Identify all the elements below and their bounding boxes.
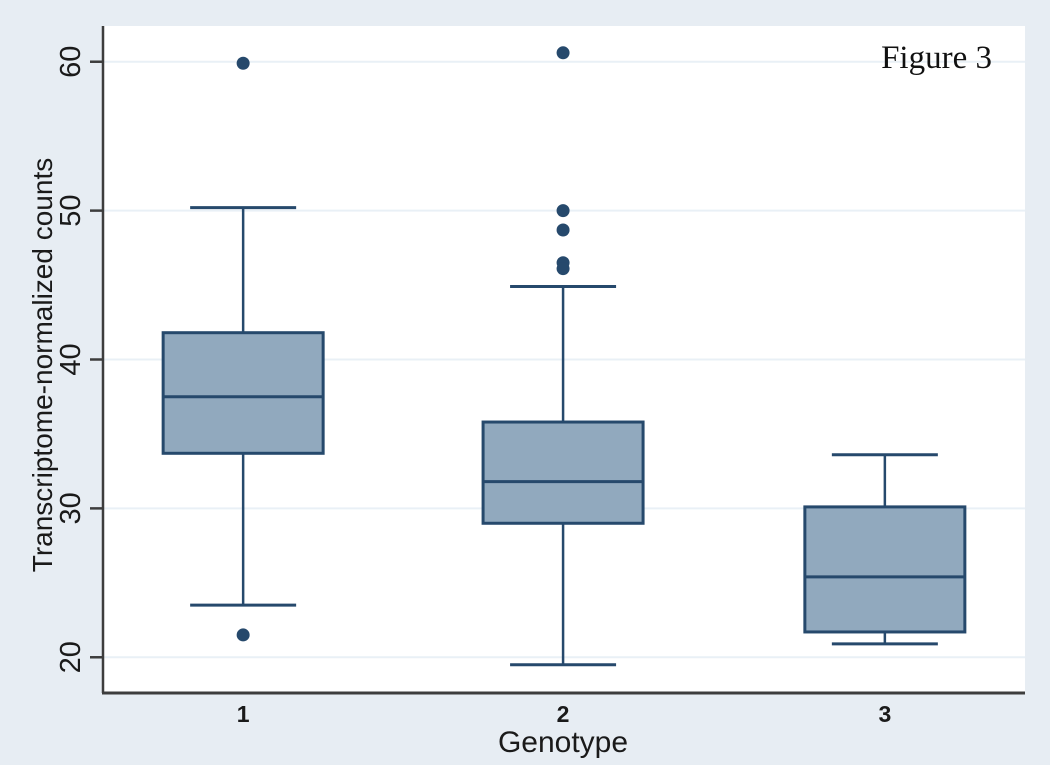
y-tick-label: 50 bbox=[55, 194, 87, 226]
box-plot-genotype-2-outlier-dot bbox=[556, 204, 570, 218]
x-tick-label: 1 bbox=[237, 701, 250, 727]
box-plot-genotype-2-outlier-dot bbox=[556, 262, 570, 276]
box-plot-genotype-1-outlier-dot bbox=[236, 56, 250, 70]
x-axis-title: Genotype bbox=[497, 726, 629, 759]
x-tick-label: 3 bbox=[878, 701, 891, 727]
figure-label: Figure 3 bbox=[881, 40, 992, 76]
x-tick-label: 2 bbox=[557, 701, 570, 727]
y-tick-label: 30 bbox=[55, 492, 87, 524]
box-plot-genotype-2-outlier-dot bbox=[556, 46, 570, 60]
box-plot-genotype-1-outlier-dot bbox=[236, 628, 250, 642]
y-tick-label: 20 bbox=[55, 641, 87, 673]
y-tick-label: 60 bbox=[55, 46, 87, 78]
box-plot-genotype-2-outlier-dot bbox=[556, 223, 570, 237]
box-plot-genotype-2-box bbox=[481, 420, 645, 525]
box-plot-genotype-1-box bbox=[161, 331, 325, 455]
y-axis-title: Transcriptome-normalized counts bbox=[27, 157, 58, 573]
y-tick-label: 40 bbox=[55, 343, 87, 375]
box-plot-genotype-3-box bbox=[803, 505, 967, 634]
